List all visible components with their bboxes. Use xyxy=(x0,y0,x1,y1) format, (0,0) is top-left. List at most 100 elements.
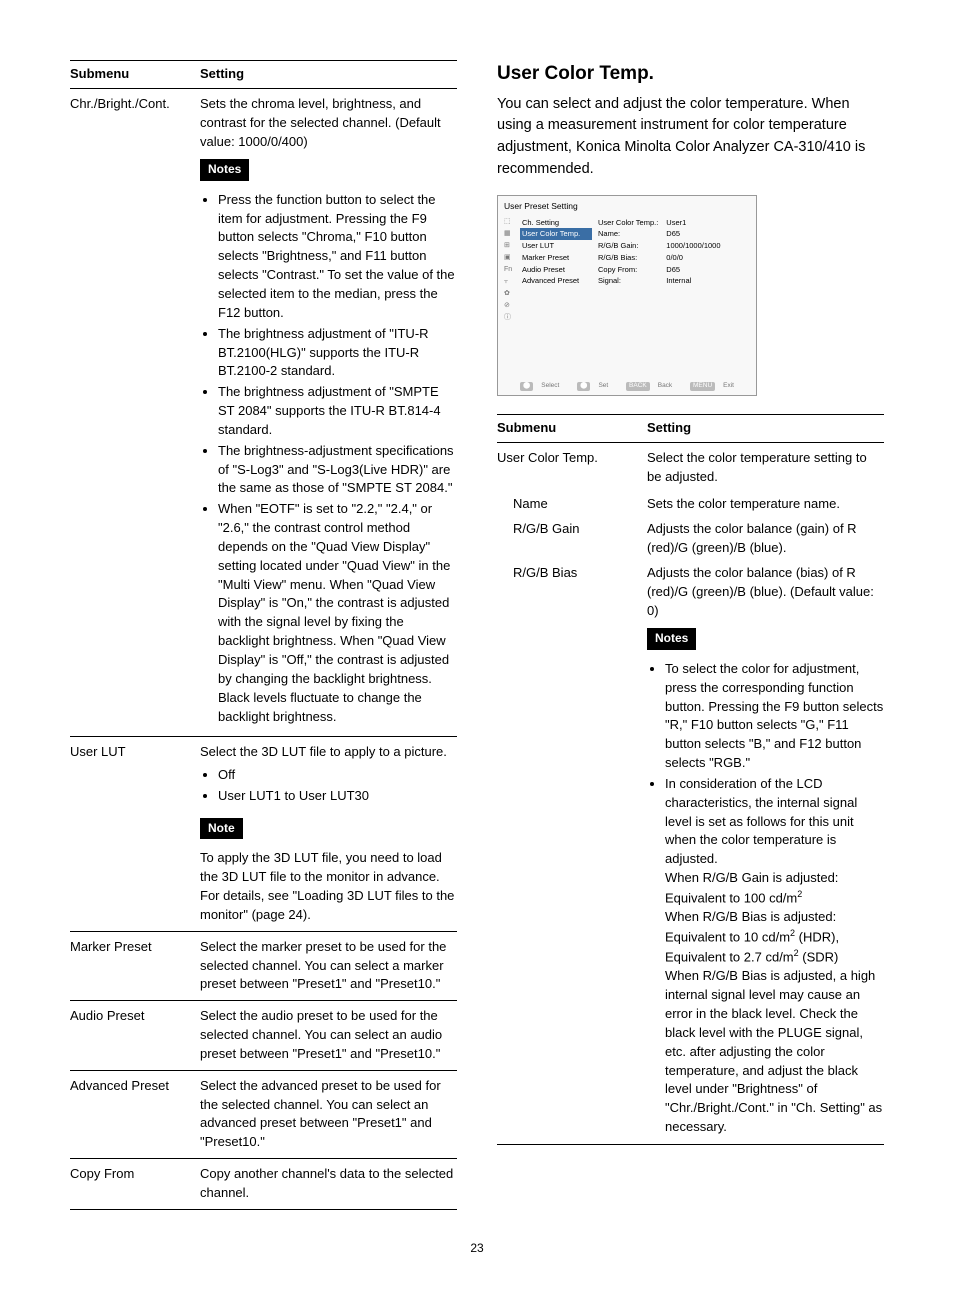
osd-menu-item: Audio Preset xyxy=(520,264,592,276)
submenu-label: User LUT xyxy=(70,743,200,924)
setting-desc: Copy another channel's data to the selec… xyxy=(200,1165,457,1203)
note-item: Press the function button to select the … xyxy=(218,191,457,323)
page-number: 23 xyxy=(70,1240,884,1257)
osd-icon: ⊞ xyxy=(504,241,514,250)
osd-screenshot: User Preset Setting ⬚ ▦ ⊞ ▣ Fn ⫟ ✿ ⊘ ⓘ C… xyxy=(497,195,757,396)
setting-cell: Adjusts the color balance (bias) of R (r… xyxy=(647,564,884,1141)
setting-desc: Select the marker preset to be used for … xyxy=(200,938,457,995)
right-column: User Color Temp. You can select and adju… xyxy=(497,60,884,1210)
row-marker-preset: Marker Preset Select the marker preset t… xyxy=(70,932,457,1002)
note-item: The brightness adjustment of "ITU-R BT.2… xyxy=(218,325,457,382)
osd-menu-item: User LUT xyxy=(520,240,592,252)
osd-icon: ✿ xyxy=(504,289,514,298)
osd-param-value: User1 xyxy=(666,217,720,229)
osd-param-value: D65 xyxy=(666,264,720,276)
osd-icon: Fn xyxy=(504,265,514,274)
option-item: User LUT1 to User LUT30 xyxy=(218,787,457,806)
osd-param-value: 0/0/0 xyxy=(666,252,720,264)
row-rgb-gain: R/G/B Gain Adjusts the color balance (ga… xyxy=(497,517,884,561)
notes-list: To select the color for adjustment, pres… xyxy=(647,660,884,1137)
option-item: Off xyxy=(218,766,457,785)
osd-params: User Color Temp.: Name: R/G/B Gain: R/G/… xyxy=(598,217,750,323)
osd-menu: Ch. Setting User Color Temp. User LUT Ma… xyxy=(520,217,592,323)
submenu-label: User Color Temp. xyxy=(497,449,647,487)
osd-menu-item: Marker Preset xyxy=(520,252,592,264)
submenu-label: Audio Preset xyxy=(70,1007,200,1064)
osd-icon: ▣ xyxy=(504,253,514,262)
submenu-label: Chr./Bright./Cont. xyxy=(70,95,200,731)
option-list: Off User LUT1 to User LUT30 xyxy=(200,766,457,806)
setting-desc: Select the 3D LUT file to apply to a pic… xyxy=(200,743,457,762)
notes-list: Press the function button to select the … xyxy=(200,191,457,727)
setting-desc: Select the color temperature setting to … xyxy=(647,449,884,487)
setting-desc: Adjusts the color balance (gain) of R (r… xyxy=(647,520,884,558)
osd-param-value: 1000/1000/1000 xyxy=(666,240,720,252)
two-column-layout: Submenu Setting Chr./Bright./Cont. Sets … xyxy=(70,60,884,1210)
note-item: When "EOTF" is set to "2.2," "2.4," or "… xyxy=(218,500,457,726)
section-title: User Color Temp. xyxy=(497,60,884,88)
section-intro: You can select and adjust the color temp… xyxy=(497,94,884,181)
note-item: The brightness adjustment of "SMPTE ST 2… xyxy=(218,383,457,440)
submenu-label: Marker Preset xyxy=(70,938,200,995)
osd-footer-item: BACKBack xyxy=(622,382,676,389)
row-rgb-bias: R/G/B Bias Adjusts the color balance (bi… xyxy=(497,561,884,1144)
osd-footer-item: ⬤Set xyxy=(573,382,612,389)
osd-param-label: Copy From: xyxy=(598,264,658,276)
submenu-label: Name xyxy=(497,495,647,514)
setting-desc: Sets the color temperature name. xyxy=(647,495,884,514)
osd-footer-item: MENUExit xyxy=(686,382,738,389)
header-setting: Setting xyxy=(200,65,457,84)
osd-icon: ⫟ xyxy=(504,277,514,286)
row-audio-preset: Audio Preset Select the audio preset to … xyxy=(70,1001,457,1071)
osd-param-value: D65 xyxy=(666,228,720,240)
osd-icon: ⬚ xyxy=(504,217,514,226)
note-badge: Note xyxy=(200,818,243,839)
row-advanced-preset: Advanced Preset Select the advanced pres… xyxy=(70,1071,457,1159)
setting-cell: Sets the chroma level, brightness, and c… xyxy=(200,95,457,731)
note-item: The brightness-adjustment specifications… xyxy=(218,442,457,499)
row-user-color-temp: User Color Temp. Select the color temper… xyxy=(497,443,884,493)
notes-badge: Notes xyxy=(647,628,696,649)
right-table-header: Submenu Setting xyxy=(497,414,884,443)
header-setting: Setting xyxy=(647,419,884,438)
row-copy-from: Copy From Copy another channel's data to… xyxy=(70,1159,457,1210)
header-submenu: Submenu xyxy=(497,419,647,438)
notes-badge: Notes xyxy=(200,159,249,180)
osd-param-label: User Color Temp.: xyxy=(598,217,658,229)
submenu-label: R/G/B Gain xyxy=(497,520,647,558)
osd-icon: ⓘ xyxy=(504,313,514,322)
submenu-label: Copy From xyxy=(70,1165,200,1203)
row-name: Name Sets the color temperature name. xyxy=(497,492,884,517)
osd-footer-item: ⬤Select xyxy=(516,382,563,389)
osd-param-label: R/G/B Bias: xyxy=(598,252,658,264)
sub-rows: Name Sets the color temperature name. R/… xyxy=(497,492,884,1145)
osd-param-label: R/G/B Gain: xyxy=(598,240,658,252)
submenu-label: R/G/B Bias xyxy=(497,564,647,1141)
setting-desc: Select the advanced preset to be used fo… xyxy=(200,1077,457,1152)
note-item: In consideration of the LCD characterist… xyxy=(665,775,884,1137)
left-table-header: Submenu Setting xyxy=(70,60,457,89)
osd-icon: ▦ xyxy=(504,229,514,238)
osd-body: ⬚ ▦ ⊞ ▣ Fn ⫟ ✿ ⊘ ⓘ Ch. Setting User Colo… xyxy=(504,217,750,323)
setting-desc: Adjusts the color balance (bias) of R (r… xyxy=(647,564,884,621)
osd-param-value: Internal xyxy=(666,275,720,287)
osd-title: User Preset Setting xyxy=(504,201,750,212)
left-column: Submenu Setting Chr./Bright./Cont. Sets … xyxy=(70,60,457,1210)
osd-menu-item: Ch. Setting xyxy=(520,217,592,229)
setting-desc: Sets the chroma level, brightness, and c… xyxy=(200,95,457,152)
note-item: To select the color for adjustment, pres… xyxy=(665,660,884,773)
setting-desc: Select the audio preset to be used for t… xyxy=(200,1007,457,1064)
osd-icon: ⊘ xyxy=(504,301,514,310)
submenu-label: Advanced Preset xyxy=(70,1077,200,1152)
row-user-lut: User LUT Select the 3D LUT file to apply… xyxy=(70,737,457,931)
row-chr-bright-cont: Chr./Bright./Cont. Sets the chroma level… xyxy=(70,89,457,738)
osd-param-values: User1 D65 1000/1000/1000 0/0/0 D65 Inter… xyxy=(666,217,720,323)
osd-param-label: Name: xyxy=(598,228,658,240)
note-text: To apply the 3D LUT file, you need to lo… xyxy=(200,849,457,924)
osd-menu-item: Advanced Preset xyxy=(520,275,592,287)
osd-param-labels: User Color Temp.: Name: R/G/B Gain: R/G/… xyxy=(598,217,658,323)
osd-menu-item-selected: User Color Temp. xyxy=(520,228,592,240)
header-submenu: Submenu xyxy=(70,65,200,84)
osd-param-label: Signal: xyxy=(598,275,658,287)
osd-footer: ⬤Select ⬤Set BACKBack MENUExit xyxy=(504,382,750,390)
